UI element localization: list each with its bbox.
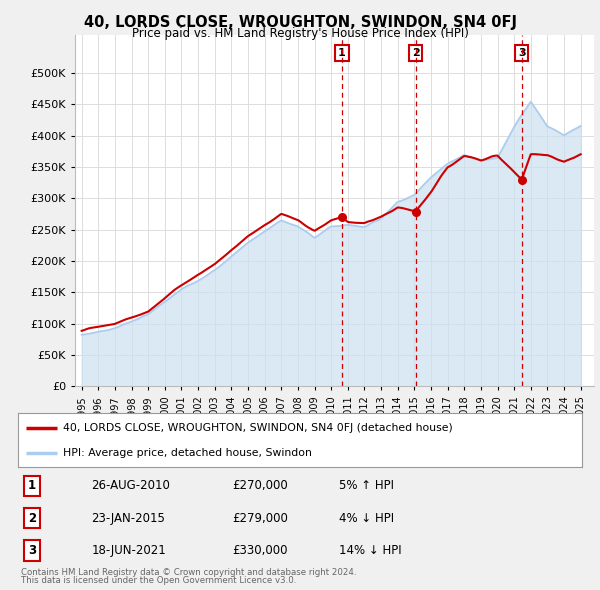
Text: 40, LORDS CLOSE, WROUGHTON, SWINDON, SN4 0FJ: 40, LORDS CLOSE, WROUGHTON, SWINDON, SN4… [83, 15, 517, 30]
Text: 5% ↑ HPI: 5% ↑ HPI [340, 479, 394, 492]
Text: 3: 3 [518, 48, 526, 58]
Text: 2: 2 [412, 48, 419, 58]
Text: 26-AUG-2010: 26-AUG-2010 [91, 479, 170, 492]
Text: 40, LORDS CLOSE, WROUGHTON, SWINDON, SN4 0FJ (detached house): 40, LORDS CLOSE, WROUGHTON, SWINDON, SN4… [63, 422, 453, 432]
Text: 3: 3 [28, 544, 36, 557]
Text: HPI: Average price, detached house, Swindon: HPI: Average price, detached house, Swin… [63, 448, 312, 458]
Text: £330,000: £330,000 [232, 544, 288, 557]
Text: 14% ↓ HPI: 14% ↓ HPI [340, 544, 402, 557]
Text: 18-JUN-2021: 18-JUN-2021 [91, 544, 166, 557]
Text: £270,000: £270,000 [232, 479, 288, 492]
Text: Price paid vs. HM Land Registry's House Price Index (HPI): Price paid vs. HM Land Registry's House … [131, 27, 469, 40]
Text: 2: 2 [28, 512, 36, 525]
Text: Contains HM Land Registry data © Crown copyright and database right 2024.: Contains HM Land Registry data © Crown c… [21, 568, 356, 577]
Text: 4% ↓ HPI: 4% ↓ HPI [340, 512, 395, 525]
Text: 23-JAN-2015: 23-JAN-2015 [91, 512, 165, 525]
Text: £279,000: £279,000 [232, 512, 288, 525]
Text: 1: 1 [338, 48, 346, 58]
Text: 1: 1 [28, 479, 36, 492]
Text: This data is licensed under the Open Government Licence v3.0.: This data is licensed under the Open Gov… [21, 576, 296, 585]
